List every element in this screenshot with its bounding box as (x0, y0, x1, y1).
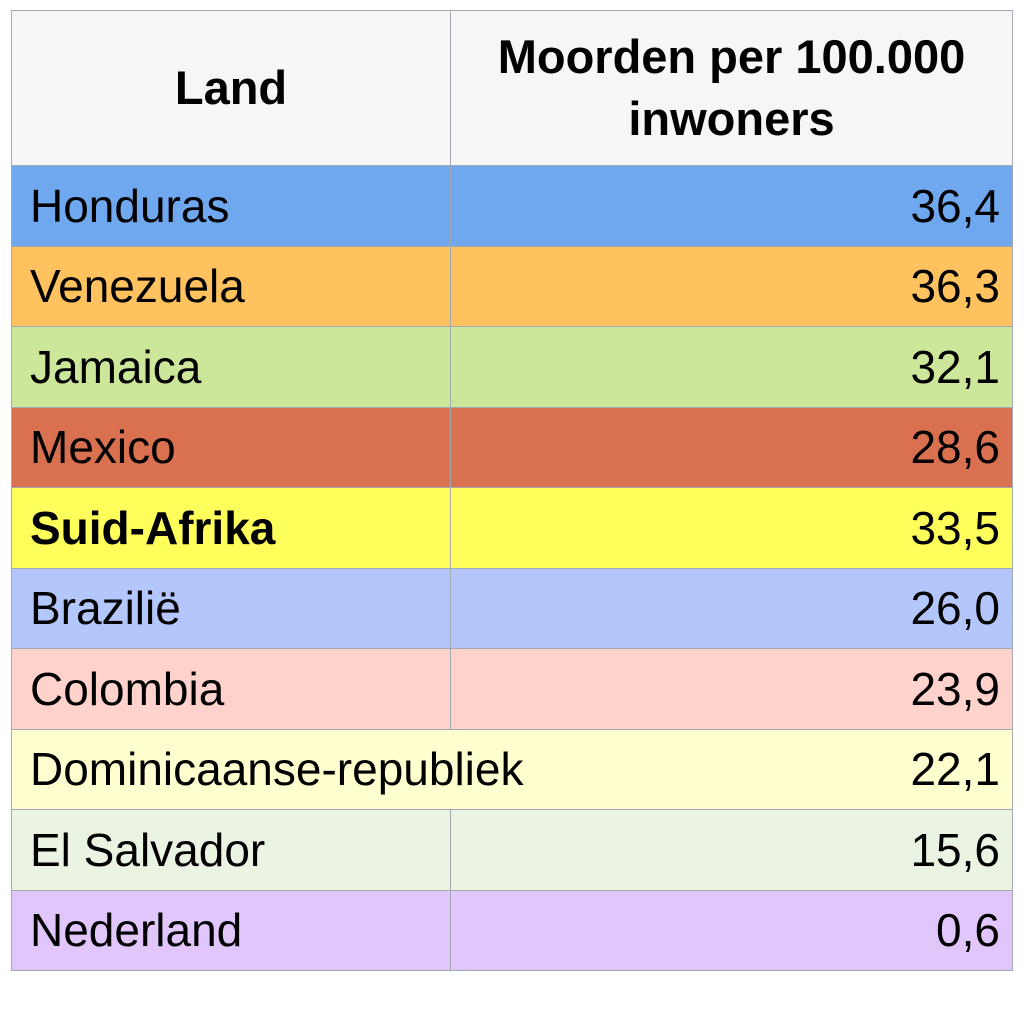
murder-rate-cell: 0,6 (450, 889, 1013, 971)
table-header-row: Land Moorden per 100.000 inwoners (11, 10, 1013, 166)
murder-rate-cell: 15,6 (450, 809, 1013, 891)
table-row: Colombia 23,9 (11, 648, 1013, 730)
table-row: Suid-Afrika 33,5 (11, 487, 1013, 569)
country-cell: El Salvador (11, 809, 451, 891)
column-header-murders: Moorden per 100.000 inwoners (450, 10, 1013, 166)
murder-rate-cell: 28,6 (450, 406, 1013, 488)
table-row: El Salvador 15,6 (11, 809, 1013, 891)
table-row: Jamaica 32,1 (11, 326, 1013, 408)
murder-rate-table-container: Land Moorden per 100.000 inwoners Hondur… (11, 10, 1013, 971)
murder-rate-cell: 26,0 (450, 567, 1013, 649)
country-cell: Dominicaanse-republiek (11, 728, 523, 810)
country-cell: Mexico (11, 406, 451, 488)
country-cell: Colombia (11, 648, 451, 730)
table-row: Mexico 28,6 (11, 406, 1013, 488)
murder-rate-cell: 22,1 (450, 728, 1013, 810)
country-cell: Nederland (11, 889, 451, 971)
murder-rate-cell: 23,9 (450, 648, 1013, 730)
country-cell: Venezuela (11, 245, 451, 327)
murder-rate-table: Land Moorden per 100.000 inwoners Hondur… (11, 10, 1013, 971)
country-cell: Suid-Afrika (11, 487, 451, 569)
country-cell: Honduras (11, 165, 451, 247)
country-cell: Jamaica (11, 326, 451, 408)
table-row: Dominicaanse-republiek 22,1 (11, 728, 1013, 810)
table-row: Honduras 36,4 (11, 165, 1013, 247)
table-body: Honduras 36,4 Venezuela 36,3 Jamaica 32,1 Mexi… (11, 165, 1013, 971)
murder-rate-cell: 36,4 (450, 165, 1013, 247)
murder-rate-cell: 33,5 (450, 487, 1013, 569)
column-header-land: Land (11, 10, 451, 166)
table-row: Venezuela 36,3 (11, 245, 1013, 327)
country-cell: Brazilië (11, 567, 451, 649)
murder-rate-cell: 36,3 (450, 245, 1013, 327)
murder-rate-cell: 32,1 (450, 326, 1013, 408)
table-row: Nederland 0,6 (11, 889, 1013, 971)
table-row: Brazilië 26,0 (11, 567, 1013, 649)
